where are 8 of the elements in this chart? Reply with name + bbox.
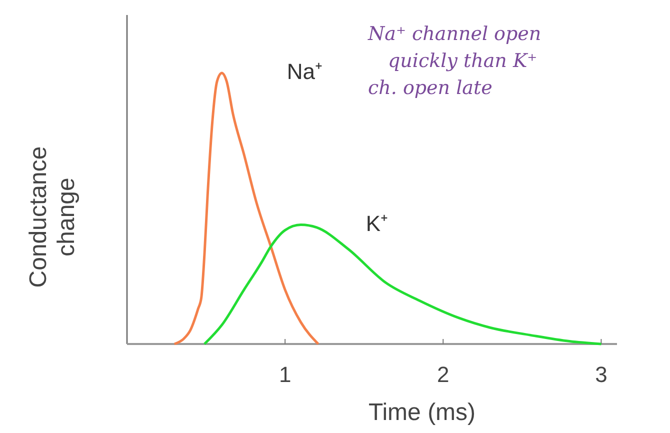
- x-tick-label: 1: [278, 362, 292, 387]
- x-tick-label: 3: [595, 362, 608, 387]
- annotation: Na⁺ channel open quickly than K⁺ ch. open late: [367, 23, 542, 99]
- series-label: K⁺: [366, 210, 388, 236]
- y-axis-title: Conductance change: [25, 146, 80, 288]
- x-tick-label: 2: [437, 362, 450, 387]
- text: Na⁺: [286, 59, 322, 84]
- x-axis-title: Time (ms): [368, 399, 476, 426]
